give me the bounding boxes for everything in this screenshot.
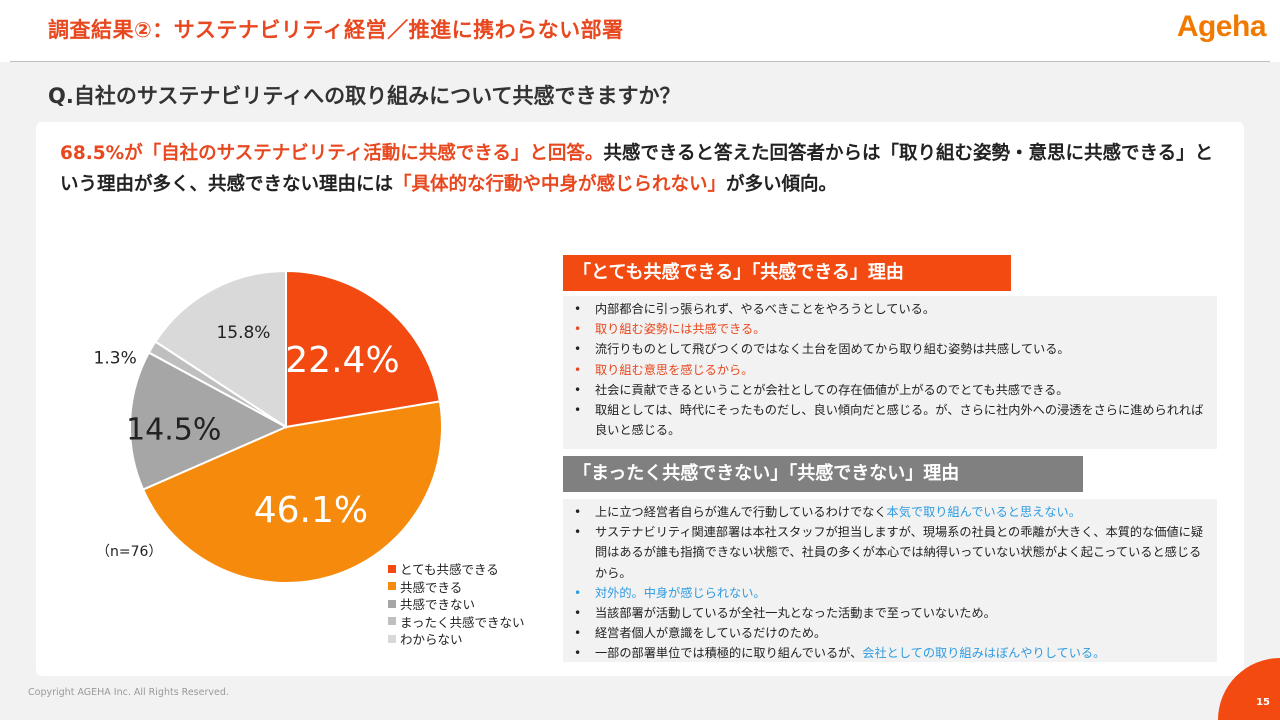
legend-swatch (388, 599, 396, 608)
reason-item: 上に立つ経営者自らが進んで行動しているわけでなく本気で取り組んでいると思えない。 (571, 502, 1207, 522)
legend-entry: とても共感できる (388, 560, 525, 578)
ageha-logo: Ageha (1176, 10, 1267, 43)
reason-item: 取り組む姿勢には共感できる。 (571, 319, 1207, 339)
summary-highlight-1: 68.5%が「自社のサステナビリティ活動に共感できる」と回答。 (60, 143, 604, 164)
pie-slice-label: 1.3% (94, 349, 137, 369)
summary-text: 68.5%が「自社のサステナビリティ活動に共感できる」と回答。共感できると答えた… (60, 138, 1220, 200)
pie-chart: 22.4% 46.1% 14.5% 1.3% 15.8% (94, 269, 443, 584)
summary-tail: が多い傾向。 (726, 174, 838, 195)
pie-slice (141, 400, 443, 584)
negative-reasons-heading: 「まったく共感できない」「共感できない」理由 (563, 456, 1083, 492)
negative-reasons-box: 上に立つ経営者自らが進んで行動しているわけでなく本気で取り組んでいると思えない。… (563, 499, 1217, 664)
reason-item: 当該部署が活動しているが全社一丸となった活動まで至っていないため。 (571, 603, 1207, 623)
reason-item: 対外的。中身が感じられない。 (571, 583, 1207, 603)
pie-slice-label: 22.4% (285, 340, 399, 381)
pie-slice (285, 269, 442, 429)
reason-item: サステナビリティ関連部署は本社スタッフが担当しますが、現場系の社員との乖離が大き… (571, 522, 1207, 583)
reason-item: 社会に貢献できるということが会社としての存在価値が上がるのでとても共感できる。 (571, 380, 1207, 400)
legend-label: 共感できない (400, 597, 476, 613)
positive-reasons-box: 内部都合に引っ張られず、やるべきことをやろうとしている。取り組む姿勢には共感でき… (563, 296, 1217, 449)
reason-item: 流行りものとして飛びつくのではなく土台を固めてから取り組む姿勢は共感している。 (571, 339, 1207, 359)
copyright: Copyright AGEHA Inc. All Rights Reserved… (28, 687, 229, 698)
reason-item: 一部の部署単位では積極的に取り組んでいるが、会社としての取り組みはぼんやりしてい… (571, 643, 1207, 663)
legend-swatch (388, 564, 396, 573)
legend-label: まったく共感できない (400, 614, 525, 630)
page-number: 15 (1256, 697, 1270, 708)
reason-item: 取り組む意思を感じるから。 (571, 360, 1207, 380)
header-bar: 調査結果②：サステナビリティ経営／推進に携わらない部署 Ageha (0, 0, 1280, 62)
legend-swatch (388, 634, 396, 643)
legend-entry: 共感できない (388, 595, 525, 613)
corner-decoration (1200, 640, 1280, 720)
page-title: 調査結果②：サステナビリティ経営／推進に携わらない部署 (48, 18, 624, 42)
legend-label: とても共感できる (400, 562, 499, 578)
survey-question: Q.自社のサステナビリティへの取り組みについて共感できますか？ (48, 84, 681, 108)
legend-swatch (388, 617, 396, 626)
header-divider (10, 61, 1270, 62)
legend-entry: まったく共感できない (388, 613, 525, 631)
legend-entry: 共感できる (388, 578, 525, 596)
reason-item: 取組としては、時代にそったものだし、良い傾向だと感じる。が、さらに社内外への浸透… (571, 400, 1207, 440)
summary-highlight-2: 「具体的な行動や中身が感じられない」 (393, 174, 727, 195)
negative-reasons-list: 上に立つ経営者自らが進んで行動しているわけでなく本気で取り組んでいると思えない。… (571, 502, 1207, 664)
summary-body: 共感できると答えた回答者からは「取り組む姿勢・意思に共感できる」という理由が多く… (60, 143, 1214, 195)
pie-slice-label: 15.8% (216, 323, 270, 343)
pie-slice-label: 14.5% (126, 413, 221, 448)
legend-entry: わからない (388, 630, 525, 648)
chart-legend: とても共感できる 共感できる共感できない まったく共感できない わからない (388, 560, 525, 648)
positive-reasons-heading: 「とても共感できる」「共感できる」理由 (563, 255, 1011, 291)
pie-slice (129, 351, 289, 491)
reason-item: 経営者個人が意識をしているだけのため。 (571, 623, 1207, 643)
legend-swatch (388, 582, 396, 591)
reason-item: 内部都合に引っ張られず、やるべきことをやろうとしている。 (571, 299, 1207, 319)
positive-reasons-list: 内部都合に引っ張られず、やるべきことをやろうとしている。取り組む姿勢には共感でき… (571, 299, 1207, 440)
pie-slice-label: 46.1% (254, 490, 368, 531)
legend-label: わからない (400, 632, 463, 648)
legend-label: 共感できる (400, 579, 463, 595)
pie-slice (154, 269, 287, 429)
sample-size-label: （n=76） (96, 544, 163, 560)
